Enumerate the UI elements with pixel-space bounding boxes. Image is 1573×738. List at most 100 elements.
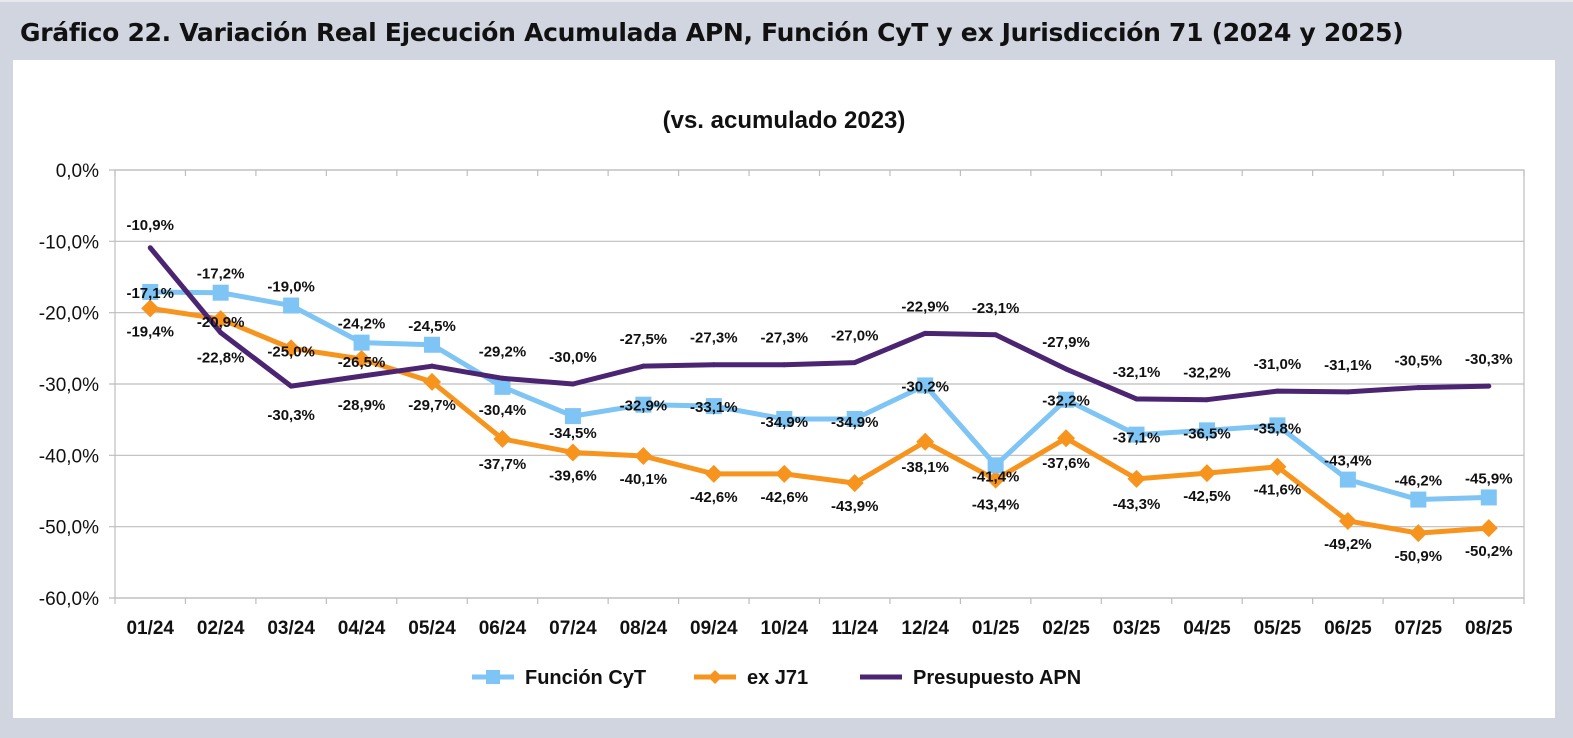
x-tick-label: 04/25: [1183, 618, 1231, 639]
legend-marker-diamond: [708, 670, 722, 684]
data-label: -43,4%: [972, 497, 1020, 514]
data-label: -26,5%: [338, 354, 386, 371]
data-label: -27,0%: [831, 328, 879, 345]
y-tick-label: -40,0%: [39, 446, 99, 467]
data-label: -27,9%: [1042, 334, 1090, 351]
x-tick-label: 07/25: [1395, 618, 1443, 639]
data-label: -49,2%: [1324, 536, 1372, 553]
x-tick-label: 09/24: [690, 618, 738, 639]
data-label: -32,2%: [1042, 393, 1090, 410]
legend-label-presupuesto-apn: Presupuesto APN: [913, 667, 1081, 689]
data-label: -10,9%: [126, 217, 174, 234]
data-point-apn: [993, 332, 999, 338]
x-tick-label: 06/24: [479, 618, 527, 639]
data-label: -50,9%: [1395, 548, 1443, 565]
data-point-cyt: [142, 283, 159, 300]
data-point-cyt: [987, 457, 1004, 474]
data-point-j71: [141, 299, 160, 318]
data-point-cyt: [635, 396, 652, 413]
data-point-apn: [499, 375, 505, 381]
data-label: -32,1%: [1113, 364, 1161, 381]
data-point-cyt: [1410, 491, 1427, 508]
data-point-apn: [1063, 366, 1069, 372]
data-label: -38,1%: [901, 459, 949, 476]
data-point-cyt: [1269, 417, 1286, 434]
data-label: -30,3%: [267, 407, 315, 424]
data-label: -43,3%: [1113, 496, 1161, 513]
y-tick-label: -50,0%: [39, 518, 99, 539]
data-label: -25,0%: [267, 343, 315, 360]
data-point-apn: [1486, 383, 1492, 389]
data-point-j71: [845, 474, 864, 493]
data-label: -30,0%: [549, 349, 597, 366]
data-point-cyt: [1480, 489, 1497, 506]
x-tick-label: 08/25: [1465, 618, 1513, 639]
data-label: -37,1%: [1113, 430, 1161, 447]
data-label: -42,6%: [690, 489, 738, 506]
data-point-j71: [1197, 464, 1216, 483]
data-point-j71: [1409, 524, 1428, 543]
data-point-apn: [1415, 385, 1421, 391]
data-label: -33,1%: [690, 399, 738, 416]
series-line-presupuesto-apn: [148, 246, 1489, 403]
x-tick-label: 12/24: [901, 618, 949, 639]
data-point-apn: [570, 381, 576, 387]
data-label: -50,2%: [1465, 543, 1513, 560]
data-label: -23,1%: [972, 300, 1020, 317]
x-tick-label: 10/24: [761, 618, 809, 639]
data-label: -37,7%: [479, 456, 527, 473]
data-point-cyt: [846, 410, 863, 427]
data-point-j71: [1338, 511, 1357, 530]
data-point-cyt: [424, 336, 441, 353]
data-point-j71: [493, 429, 512, 448]
data-label: -34,9%: [761, 414, 809, 431]
series-lines: [141, 245, 1498, 543]
y-tick-label: -60,0%: [39, 589, 99, 610]
data-point-cyt: [353, 334, 370, 351]
y-axis: 0,0% -10,0% -20,0% -30,0% -40,0% -50,0% -60,0%: [39, 161, 99, 610]
data-point-cyt: [564, 408, 581, 425]
data-point-j71: [1268, 457, 1287, 476]
data-label: -20,9%: [197, 314, 245, 331]
data-point-apn: [1274, 388, 1280, 394]
series-line-ex-j71: [149, 305, 1489, 536]
data-point-apn: [218, 330, 224, 336]
data-label: -29,7%: [408, 397, 456, 414]
data-point-j71: [775, 464, 794, 483]
series-line-funci-n-cyt: [150, 289, 1489, 503]
x-axis: 01/24 02/24 03/24 04/24 05/24 06/24 07/24 08/24…: [126, 618, 1513, 639]
data-label: -22,9%: [901, 298, 949, 315]
data-label: -41,4%: [972, 468, 1020, 485]
y-tick-label: -10,0%: [39, 232, 99, 253]
data-label: -24,2%: [338, 316, 386, 333]
data-point-j71: [352, 350, 371, 369]
data-label: -30,2%: [901, 378, 949, 395]
y-tick-label: 0,0%: [56, 161, 99, 182]
x-tick-label: 08/24: [620, 618, 668, 639]
data-point-j71: [282, 339, 301, 358]
x-tick-label: 02/25: [1042, 618, 1090, 639]
data-label: -39,6%: [549, 467, 597, 484]
data-point-apn: [288, 383, 294, 389]
data-label: -46,2%: [1395, 473, 1443, 490]
x-tick-label: 05/25: [1254, 618, 1302, 639]
data-label: -42,5%: [1183, 488, 1231, 505]
data-label: -41,6%: [1254, 482, 1302, 499]
legend-label-funci-n-cyt: Función CyT: [525, 667, 646, 689]
data-label: -45,9%: [1465, 470, 1513, 487]
data-label: -19,0%: [267, 279, 315, 296]
data-point-cyt: [1128, 426, 1145, 443]
data-point-j71: [634, 447, 653, 466]
data-point-apn: [781, 362, 787, 368]
data-label: -40,1%: [620, 471, 668, 488]
data-point-apn: [1134, 396, 1140, 402]
data-label: -34,9%: [831, 414, 879, 431]
legend-label-ex-j71: ex J71: [747, 667, 808, 689]
data-label: -17,2%: [197, 266, 245, 283]
data-label: -19,4%: [126, 323, 174, 340]
x-tick-label: 04/24: [338, 618, 386, 639]
data-point-cyt: [494, 378, 511, 395]
x-tick-label: 11/24: [831, 618, 878, 639]
data-label: -27,3%: [761, 330, 809, 347]
data-label: -43,4%: [1324, 453, 1372, 470]
